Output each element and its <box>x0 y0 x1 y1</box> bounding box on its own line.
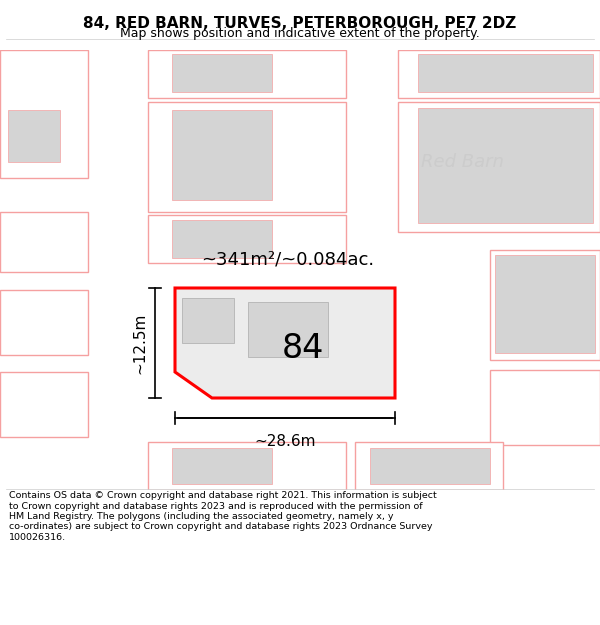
Text: ~28.6m: ~28.6m <box>254 434 316 449</box>
Text: ~12.5m: ~12.5m <box>132 312 147 374</box>
Bar <box>0 212 88 272</box>
Bar <box>0 372 88 437</box>
Text: 84: 84 <box>282 331 324 364</box>
Bar <box>418 108 593 223</box>
Bar <box>490 250 600 360</box>
Bar <box>355 442 503 490</box>
Bar <box>0 290 88 355</box>
Bar <box>172 54 272 92</box>
Bar <box>495 255 595 353</box>
Bar <box>148 215 346 263</box>
Bar <box>370 448 490 484</box>
Bar <box>148 442 346 490</box>
Text: Contains OS data © Crown copyright and database right 2021. This information is : Contains OS data © Crown copyright and d… <box>9 491 437 542</box>
Polygon shape <box>175 288 395 398</box>
Bar <box>172 110 272 200</box>
Bar <box>182 298 234 343</box>
Bar <box>418 54 593 92</box>
Bar <box>248 302 328 357</box>
Text: Red Barn: Red Barn <box>421 153 503 171</box>
Bar <box>148 50 346 98</box>
Text: 84, RED BARN, TURVES, PETERBOROUGH, PE7 2DZ: 84, RED BARN, TURVES, PETERBOROUGH, PE7 … <box>83 16 517 31</box>
Text: Map shows position and indicative extent of the property.: Map shows position and indicative extent… <box>120 28 480 41</box>
Bar <box>8 110 60 162</box>
Text: ~341m²/~0.084ac.: ~341m²/~0.084ac. <box>202 251 374 269</box>
Bar <box>398 102 600 232</box>
Bar <box>490 370 600 445</box>
Bar <box>172 448 272 484</box>
Bar <box>0 50 88 178</box>
Bar <box>172 220 272 258</box>
Bar <box>398 50 600 98</box>
Bar <box>148 102 346 212</box>
